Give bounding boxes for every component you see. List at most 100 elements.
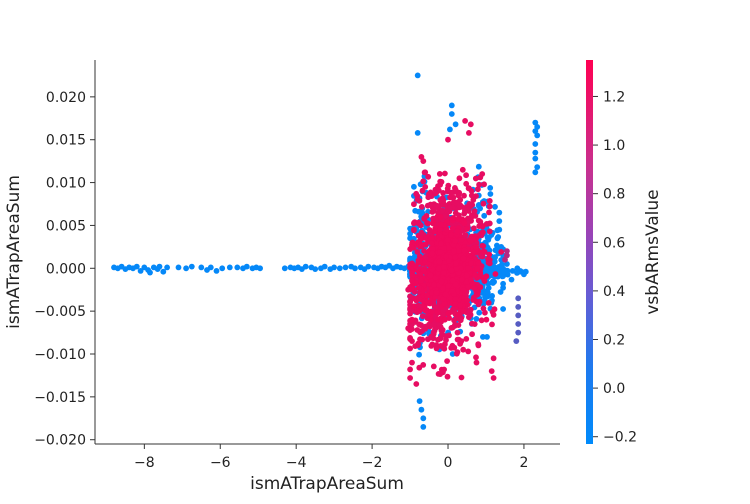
data-point <box>455 269 462 276</box>
data-point <box>472 244 479 251</box>
data-point <box>452 301 459 307</box>
y-tick-label: −0.005 <box>34 304 86 320</box>
data-point <box>418 243 424 250</box>
data-point <box>411 303 417 310</box>
data-point <box>479 242 486 249</box>
data-point <box>443 226 450 233</box>
data-point <box>449 277 456 284</box>
data-point <box>409 244 415 251</box>
y-tick-label: 0.020 <box>46 90 86 106</box>
data-point <box>532 141 539 147</box>
data-point <box>463 272 470 279</box>
y-axis-label: ismATrapAreaSum <box>4 175 24 329</box>
data-point <box>452 254 459 261</box>
data-point <box>451 317 457 324</box>
data-point <box>414 196 421 203</box>
data-point <box>454 228 461 235</box>
data-point <box>534 164 541 171</box>
x-tick-label: 0 <box>444 455 453 471</box>
data-point <box>474 291 481 298</box>
data-point <box>429 246 436 252</box>
data-point <box>425 220 431 227</box>
data-point <box>416 351 422 358</box>
data-point <box>433 202 440 209</box>
data-point <box>515 312 522 319</box>
data-point <box>472 213 479 219</box>
data-point <box>474 265 481 272</box>
data-point <box>494 242 500 249</box>
data-point <box>429 250 436 257</box>
data-point <box>427 316 434 323</box>
data-point <box>420 178 427 185</box>
data-point <box>441 300 448 307</box>
data-point <box>444 188 451 195</box>
data-point <box>449 225 456 232</box>
data-point <box>485 285 492 291</box>
data-point <box>515 321 522 327</box>
data-point <box>466 130 472 136</box>
data-point <box>453 350 460 357</box>
data-point <box>175 264 182 271</box>
data-point <box>437 221 444 228</box>
data-point <box>321 263 328 270</box>
data-point <box>467 121 474 128</box>
data-point <box>486 260 493 267</box>
data-point <box>430 219 437 225</box>
data-point <box>458 237 465 244</box>
data-point <box>430 363 437 370</box>
data-point <box>515 295 522 302</box>
data-point <box>438 278 445 285</box>
data-point <box>483 316 490 323</box>
data-point <box>465 348 472 355</box>
data-point <box>418 204 425 210</box>
data-point <box>468 192 475 199</box>
data-point <box>440 344 446 351</box>
data-point <box>452 237 459 244</box>
x-tick-label: −2 <box>362 455 383 471</box>
data-point <box>407 310 413 317</box>
data-point <box>455 336 462 343</box>
data-point <box>500 280 506 287</box>
data-point <box>470 197 477 203</box>
data-point <box>464 283 471 290</box>
data-point <box>448 111 455 117</box>
data-point <box>534 132 541 139</box>
data-point <box>198 264 205 271</box>
data-point <box>480 334 486 340</box>
data-point <box>424 299 431 305</box>
data-point <box>476 309 483 316</box>
data-point <box>532 155 539 162</box>
data-point <box>463 336 470 342</box>
data-point <box>521 271 527 278</box>
data-point <box>160 268 167 275</box>
data-point <box>427 201 434 208</box>
data-point <box>438 240 444 247</box>
data-point <box>445 136 451 143</box>
data-point <box>471 225 477 232</box>
data-point <box>428 308 435 315</box>
data-point <box>513 338 520 344</box>
data-point <box>475 202 482 209</box>
data-point <box>416 398 423 404</box>
data-point <box>436 171 443 177</box>
data-point <box>430 321 437 328</box>
data-point <box>448 267 455 274</box>
data-point <box>302 263 309 270</box>
data-point <box>473 359 480 366</box>
colorbar <box>586 60 593 444</box>
data-point <box>137 268 144 274</box>
data-point <box>441 316 448 323</box>
data-point <box>418 406 425 413</box>
data-point <box>428 240 435 247</box>
data-point <box>433 289 440 296</box>
data-point <box>428 235 435 241</box>
data-point <box>448 102 455 109</box>
data-point <box>448 345 455 351</box>
data-point <box>481 278 488 284</box>
data-point <box>470 297 477 303</box>
data-point <box>312 266 319 272</box>
data-point <box>486 228 493 235</box>
data-point <box>183 265 190 272</box>
data-point <box>467 238 474 245</box>
